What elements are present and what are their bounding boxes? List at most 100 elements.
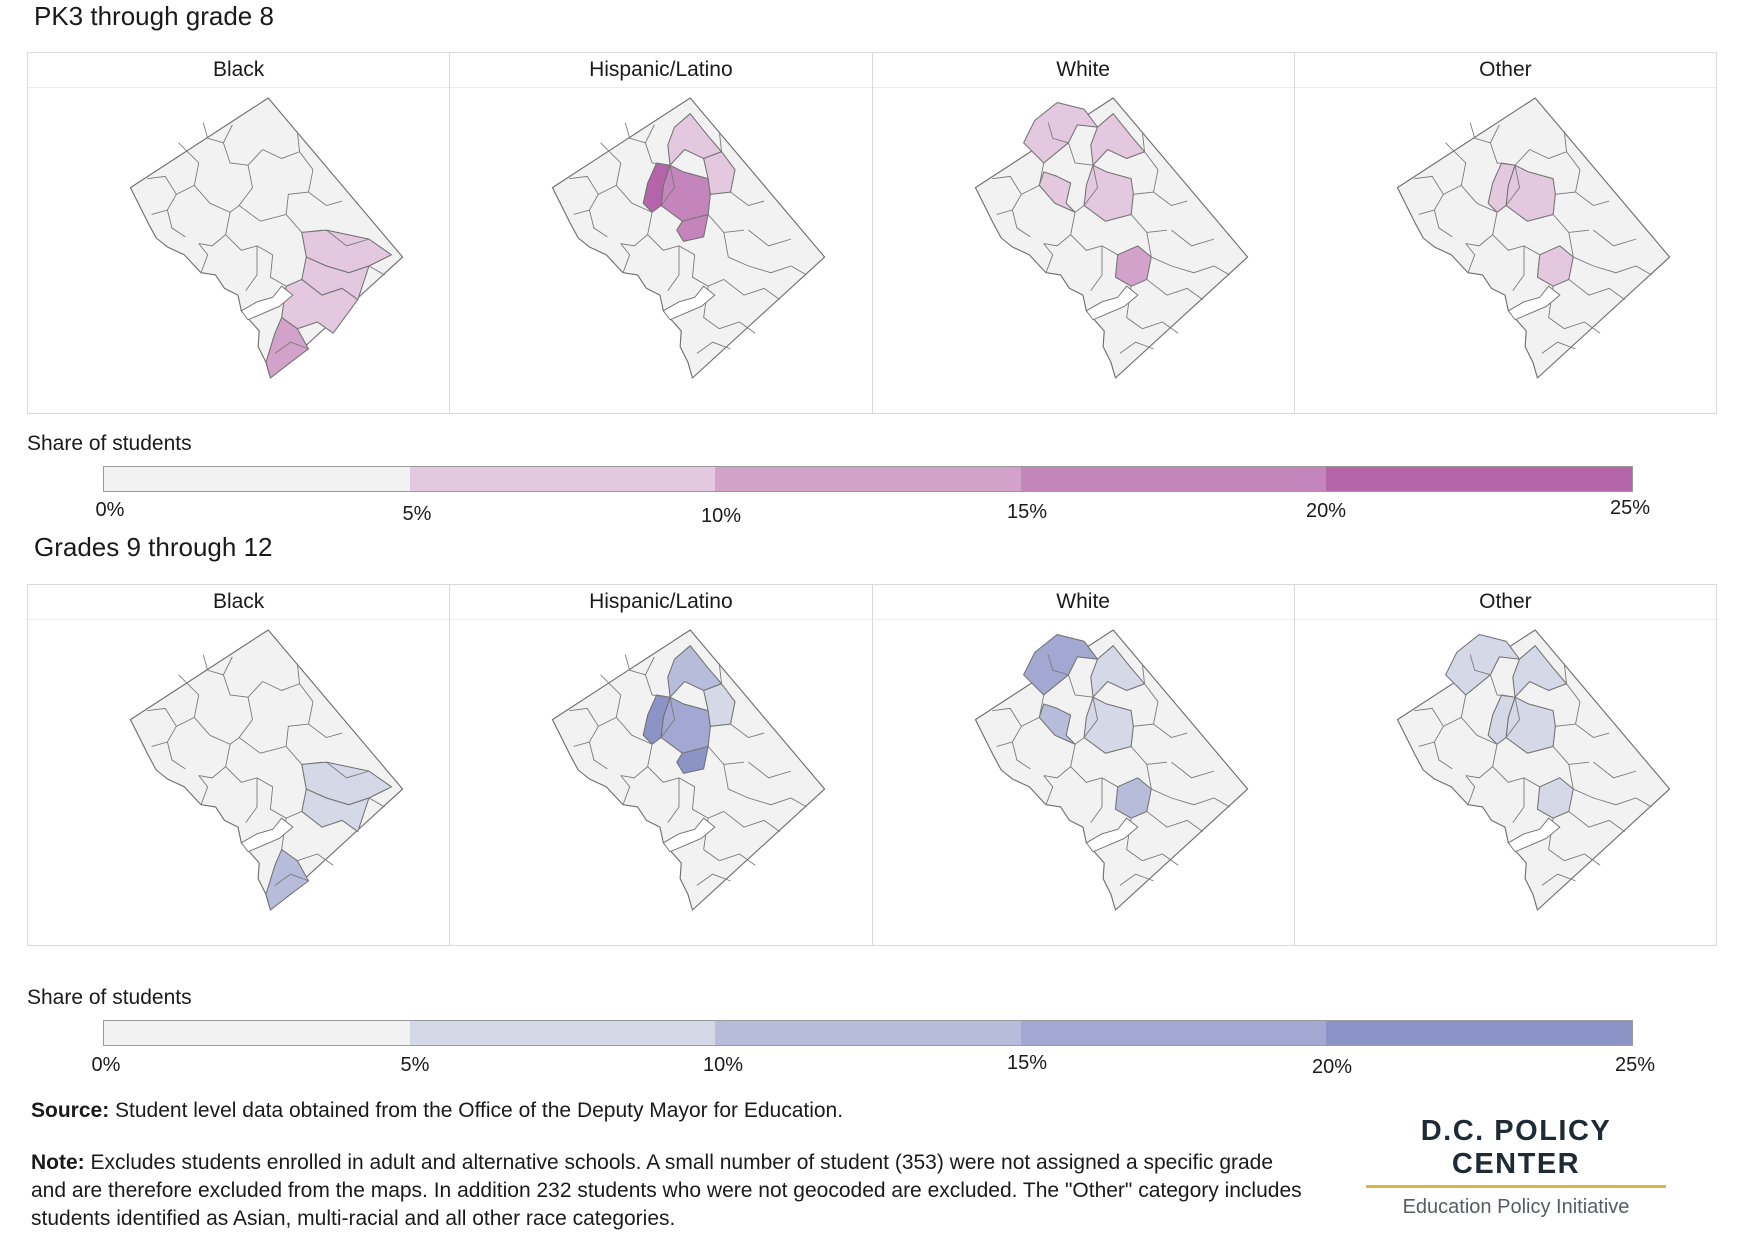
neighborhood-border bbox=[166, 209, 186, 238]
neighborhood-border bbox=[1106, 149, 1158, 170]
legend-color-bar bbox=[103, 1020, 1633, 1046]
logo-divider bbox=[1366, 1185, 1666, 1188]
neighborhood-border bbox=[1146, 811, 1203, 832]
neighborhood-border bbox=[1526, 745, 1589, 765]
neighborhood-border bbox=[620, 212, 653, 247]
neighborhood-border bbox=[222, 124, 249, 166]
neighborhood-border bbox=[166, 741, 186, 770]
neighborhood-border bbox=[1011, 209, 1031, 238]
neighborhood-border bbox=[1054, 202, 1106, 222]
neighborhood-border bbox=[1536, 786, 1569, 819]
neighborhood-border bbox=[1563, 663, 1567, 684]
neighborhood-border bbox=[308, 701, 343, 739]
legend-swatch bbox=[715, 1021, 1021, 1045]
neighborhood-border bbox=[1445, 142, 1478, 204]
neighborhood-border bbox=[1043, 744, 1076, 779]
dc-map-black bbox=[129, 629, 404, 911]
neighborhood-border bbox=[178, 142, 211, 204]
neighborhood-border bbox=[1476, 202, 1528, 222]
neighborhood-border bbox=[1119, 873, 1154, 886]
neighborhood-border bbox=[1042, 243, 1053, 273]
legend-tick: 20% bbox=[1311, 1056, 1353, 1078]
neighborhood-border bbox=[1526, 213, 1589, 233]
neighborhood-border bbox=[1104, 213, 1167, 233]
neighborhood-border bbox=[301, 811, 359, 832]
neighborhood-border bbox=[260, 213, 323, 233]
neighborhood-border bbox=[262, 681, 314, 702]
neighborhood-border bbox=[198, 744, 231, 779]
neighborhood-border bbox=[326, 229, 370, 247]
neighborhood-border bbox=[1089, 777, 1102, 823]
neighborhood-border bbox=[1130, 723, 1154, 747]
neighborhood-border bbox=[723, 279, 781, 300]
neighborhood-border bbox=[647, 234, 696, 256]
neighborhood-border bbox=[1541, 341, 1576, 354]
neighborhood-border bbox=[647, 766, 696, 788]
legend-swatch bbox=[715, 467, 1021, 491]
neighborhood-border bbox=[1152, 701, 1187, 739]
neighborhood-border bbox=[274, 341, 309, 354]
neighborhood-border bbox=[301, 232, 327, 267]
neighborhood-border bbox=[1433, 741, 1453, 770]
neighborhood-border bbox=[178, 674, 211, 736]
neighborhood-border bbox=[1413, 707, 1444, 727]
legend-tick: 25% bbox=[1614, 1054, 1656, 1076]
neighborhood-border bbox=[573, 716, 617, 747]
neighborhood-border bbox=[202, 654, 224, 676]
neighborhood-border bbox=[1170, 797, 1230, 808]
dc-map-shapes bbox=[129, 97, 404, 379]
neighborhood-border bbox=[202, 122, 224, 144]
neighborhood-border bbox=[147, 175, 177, 195]
neighborhood-border bbox=[696, 341, 731, 354]
neighborhood-border bbox=[260, 745, 323, 765]
neighborhood-border bbox=[600, 142, 633, 204]
neighborhood-border bbox=[660, 149, 686, 206]
dc-policy-center-logo: D.C. POLICY CENTER Education Policy Init… bbox=[1366, 1115, 1666, 1219]
neighborhood-border bbox=[1067, 656, 1093, 698]
neighborhood-border bbox=[1141, 131, 1145, 152]
dc-map-shapes bbox=[1396, 629, 1670, 911]
neighborhood-border bbox=[301, 764, 327, 799]
neighborhood-border bbox=[991, 707, 1022, 727]
neighborhood-border bbox=[1170, 229, 1214, 247]
neighborhood-border bbox=[1418, 184, 1462, 215]
legend-swatch bbox=[104, 467, 410, 491]
neighborhood-border bbox=[297, 321, 334, 334]
neighborhood-border bbox=[1476, 734, 1528, 754]
neighborhood-border bbox=[1011, 741, 1031, 770]
legend-tick: 20% bbox=[1305, 500, 1347, 522]
neighborhood-border bbox=[1489, 124, 1515, 166]
neighborhood-border bbox=[222, 656, 249, 698]
neighborhood-border bbox=[1592, 761, 1636, 779]
map-panel-other: Other bbox=[1294, 53, 1716, 413]
neighborhood-border bbox=[1536, 254, 1569, 287]
neighborhood-border bbox=[308, 169, 343, 207]
neighborhood-border bbox=[748, 797, 808, 808]
panel-label: Black bbox=[28, 53, 450, 88]
neighborhood-border bbox=[1141, 321, 1178, 334]
logo-name: D.C. POLICY CENTER bbox=[1420, 1115, 1612, 1180]
neighborhood-border bbox=[1119, 341, 1154, 354]
neighborhood-border bbox=[589, 209, 608, 238]
river bbox=[662, 285, 716, 321]
dc-map-shapes bbox=[1396, 97, 1670, 379]
neighborhood-border bbox=[692, 786, 725, 819]
neighborhood-border bbox=[1469, 654, 1491, 676]
neighborhood-border bbox=[730, 701, 765, 739]
neighborhood-border bbox=[684, 681, 736, 702]
neighborhood-border bbox=[660, 681, 686, 738]
neighborhood-border bbox=[1563, 321, 1601, 334]
legend-swatch bbox=[409, 1021, 716, 1045]
neighborhood-border bbox=[1512, 777, 1525, 823]
map-panel-hispanic-latino: Hispanic/Latino bbox=[450, 53, 873, 413]
note-label: Note: bbox=[31, 1151, 85, 1174]
neighborhood-border bbox=[1592, 229, 1636, 247]
legend-swatch bbox=[1020, 1021, 1327, 1045]
neighborhood-border bbox=[1106, 681, 1158, 702]
neighborhood-border bbox=[569, 175, 599, 195]
neighborhood-border bbox=[1505, 149, 1530, 206]
map-grid-grades9-12: Black Hispanic/Latino White Other bbox=[27, 584, 1717, 946]
neighborhood-border bbox=[996, 716, 1039, 747]
dc-boundary bbox=[1396, 97, 1670, 379]
panel-label: White bbox=[872, 53, 1294, 88]
